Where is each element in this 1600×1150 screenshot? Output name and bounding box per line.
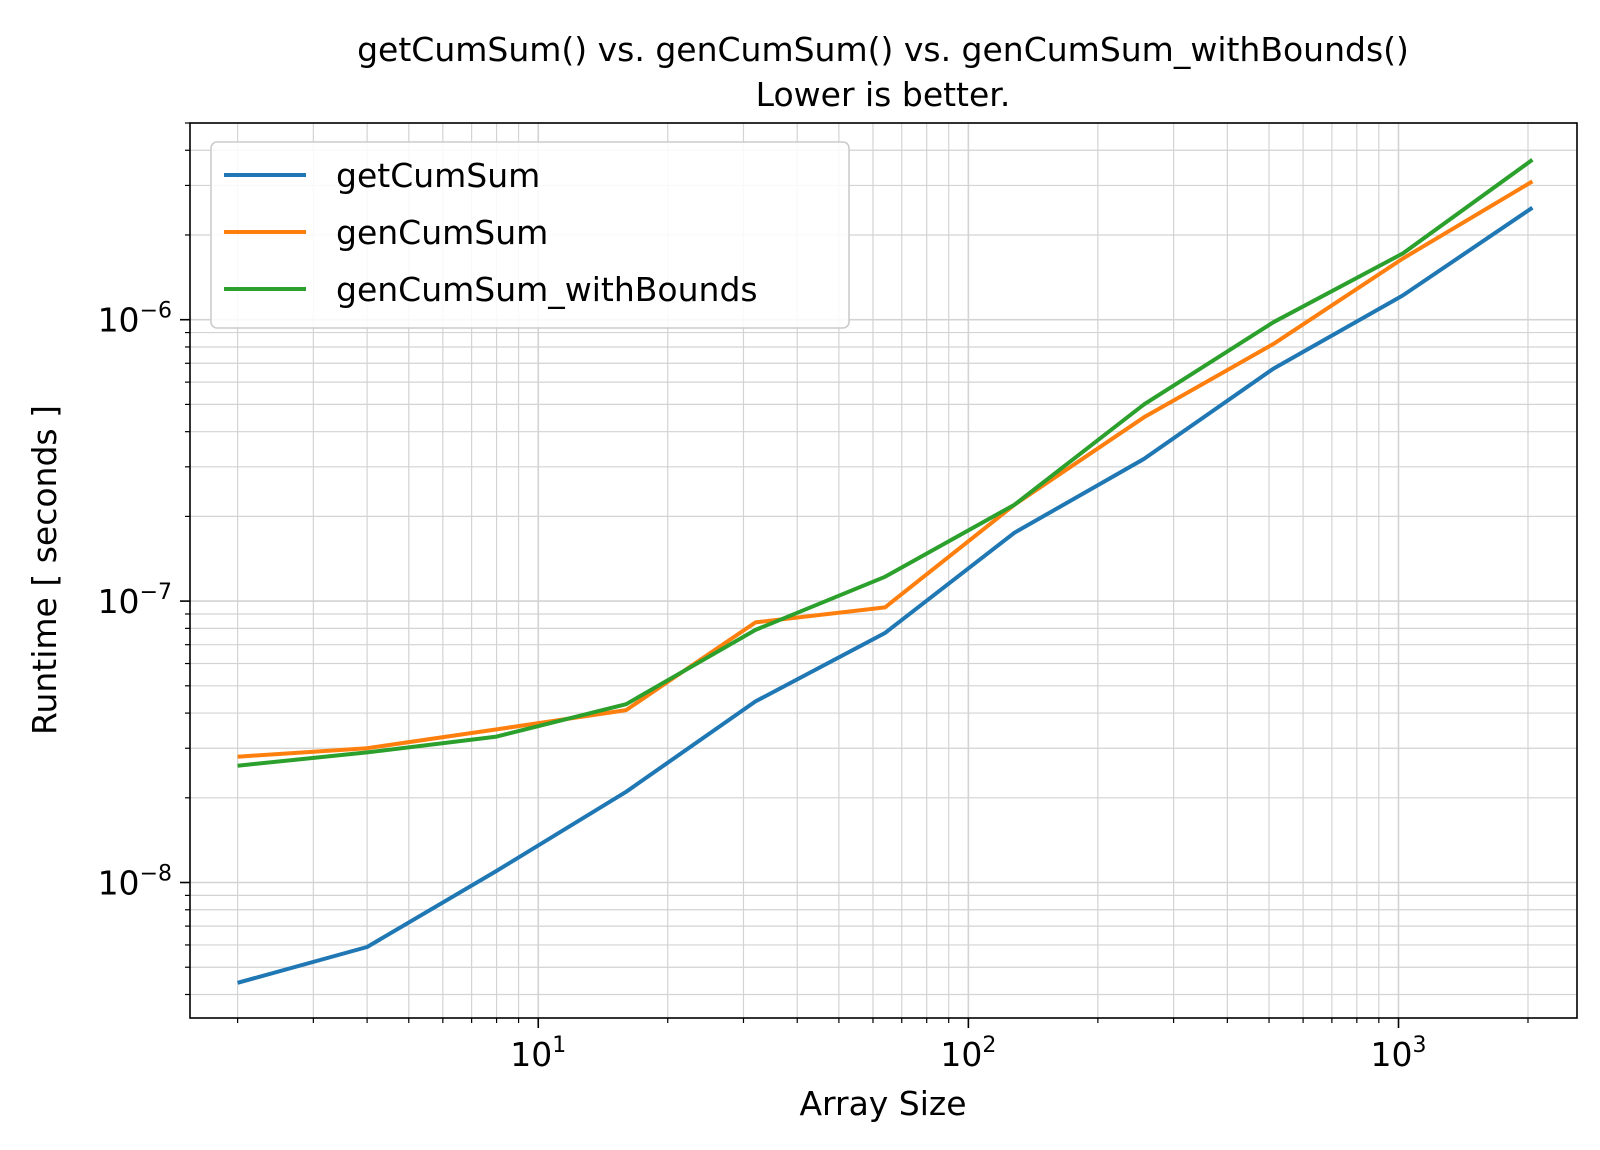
y-axis-label: Runtime [ seconds ] bbox=[25, 405, 64, 735]
y-tick-label: 10−7 bbox=[98, 580, 172, 621]
x-tick-base: 10 bbox=[1371, 1035, 1413, 1074]
y-tick-base: 10 bbox=[98, 301, 140, 340]
y-tick-base: 10 bbox=[98, 864, 140, 903]
x-tick-label: 102 bbox=[940, 1033, 996, 1074]
y-tick-label: 10−6 bbox=[98, 299, 172, 340]
legend: getCumSum genCumSum genCumSum_withBounds bbox=[210, 141, 850, 329]
x-tick-label: 103 bbox=[1371, 1033, 1427, 1074]
series-line-genCumSum bbox=[237, 179, 1534, 759]
series-layer bbox=[237, 158, 1534, 985]
y-tick-exp: −6 bbox=[140, 299, 172, 324]
y-tick-exp: −7 bbox=[140, 580, 172, 605]
legend-label: genCumSum_withBounds bbox=[336, 270, 758, 309]
plot-frame bbox=[189, 122, 1578, 1019]
x-axis-label: Array Size bbox=[799, 1084, 966, 1123]
series-line-getCumSum bbox=[237, 206, 1534, 985]
y-tick-label: 10−8 bbox=[98, 862, 172, 903]
legend-frame bbox=[210, 141, 850, 329]
x-tick-label: 101 bbox=[510, 1033, 566, 1074]
x-tick-exp: 2 bbox=[982, 1033, 996, 1058]
x-tick-exp: 1 bbox=[552, 1033, 566, 1058]
legend-label: genCumSum bbox=[336, 213, 548, 252]
chart-subtitle: Lower is better. bbox=[756, 75, 1011, 114]
legend-label: getCumSum bbox=[336, 156, 540, 195]
x-tick-exp: 3 bbox=[1413, 1033, 1427, 1058]
y-tick-exp: −8 bbox=[140, 862, 172, 887]
series-line-genCumSum_withBounds bbox=[237, 158, 1534, 768]
chart-title: getCumSum() vs. genCumSum() vs. genCumSu… bbox=[357, 30, 1409, 69]
x-tick-base: 10 bbox=[940, 1035, 982, 1074]
x-tick-base: 10 bbox=[510, 1035, 552, 1074]
y-tick-base: 10 bbox=[98, 582, 140, 621]
